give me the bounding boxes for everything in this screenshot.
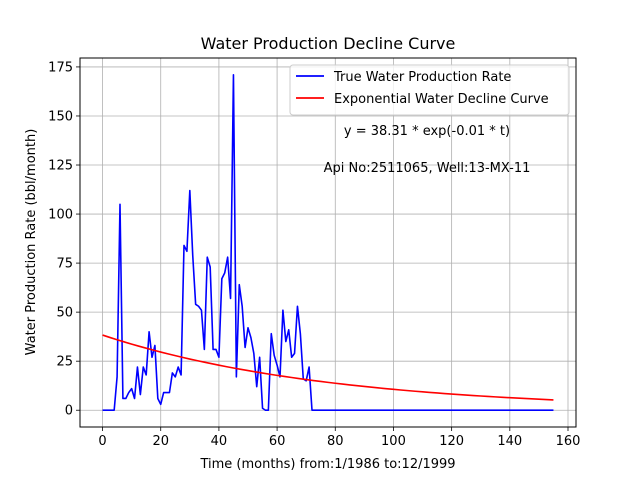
- legend-label-true-rate: True Water Production Rate: [333, 70, 511, 85]
- series-line-exponential: [102, 334, 554, 401]
- x-tick-label: 60: [269, 434, 286, 449]
- x-tick-label: 100: [381, 434, 406, 449]
- y-axis-label: Water Production Rate (bbl/month): [24, 129, 39, 356]
- y-tick-label: 175: [48, 60, 73, 75]
- y-tick-label: 100: [48, 208, 73, 223]
- x-tick-label: 140: [497, 434, 522, 449]
- equation-annotation: y = 38.31 * exp(-0.01 * t): [344, 124, 510, 139]
- x-tick-label: 0: [98, 434, 106, 449]
- y-tick-label: 150: [48, 109, 73, 124]
- legend-label-exponential: Exponential Water Decline Curve: [334, 92, 549, 107]
- legend: True Water Production Rate Exponential W…: [289, 64, 570, 116]
- y-tick-label: 75: [56, 257, 73, 272]
- x-tick-label: 80: [327, 434, 344, 449]
- well-annotation: Api No:2511065, Well:13-MX-11: [324, 161, 531, 176]
- x-tick-label: 20: [152, 434, 169, 449]
- x-tick-label: 120: [439, 434, 464, 449]
- series-layer: [102, 73, 554, 412]
- y-tick-label: 125: [48, 159, 73, 174]
- chart-title: Water Production Decline Curve: [201, 34, 456, 53]
- y-tick-label: 50: [56, 306, 73, 321]
- y-axis: 0 25 50 75 100 125 150 175: [48, 60, 80, 419]
- plot-frame: [79, 57, 577, 428]
- x-tick-label: 40: [211, 434, 228, 449]
- x-axis-label: Time (months) from:1/1986 to:12/1999: [199, 457, 455, 472]
- legend-box: [289, 64, 570, 116]
- x-tick-label: 160: [556, 434, 581, 449]
- x-axis: 0 20 40 60 80 100 120 140 160: [98, 427, 580, 449]
- series-line-true-rate: [102, 73, 554, 412]
- y-tick-label: 25: [56, 355, 73, 370]
- y-tick-label: 0: [65, 404, 73, 419]
